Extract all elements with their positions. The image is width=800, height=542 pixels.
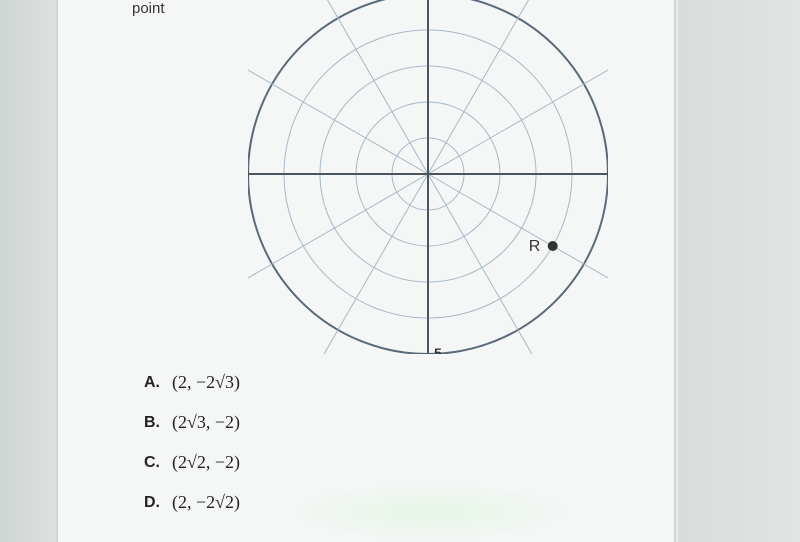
- option-b-letter: B.: [144, 414, 160, 432]
- svg-text:R: R: [529, 238, 541, 255]
- option-a[interactable]: A. (2, −2√3): [144, 372, 240, 393]
- svg-text:5: 5: [434, 345, 442, 354]
- page-container: point 5555R A. (2, −2√3) B. (2√3, −2) C.…: [56, 0, 676, 542]
- option-b-text: (2√3, −2): [172, 412, 240, 433]
- page-shadow-right: [678, 0, 800, 542]
- option-d-text: (2, −2√2): [172, 492, 240, 513]
- option-d-letter: D.: [144, 494, 160, 512]
- polar-grid-svg: 5555R: [248, 0, 608, 354]
- clipped-question-text: point: [132, 0, 165, 17]
- svg-text:5: 5: [434, 0, 442, 1]
- answer-options: A. (2, −2√3) B. (2√3, −2) C. (2√2, −2) D…: [144, 372, 240, 532]
- option-b[interactable]: B. (2√3, −2): [144, 412, 240, 433]
- photo-tint: [278, 482, 578, 542]
- option-c-text: (2√2, −2): [172, 452, 240, 473]
- option-c-letter: C.: [144, 454, 160, 472]
- option-a-letter: A.: [144, 374, 160, 392]
- polar-chart: 5555R: [248, 0, 608, 354]
- option-a-text: (2, −2√3): [172, 372, 240, 393]
- page-shadow-left: [0, 0, 56, 542]
- option-c[interactable]: C. (2√2, −2): [144, 452, 240, 473]
- option-d[interactable]: D. (2, −2√2): [144, 492, 240, 513]
